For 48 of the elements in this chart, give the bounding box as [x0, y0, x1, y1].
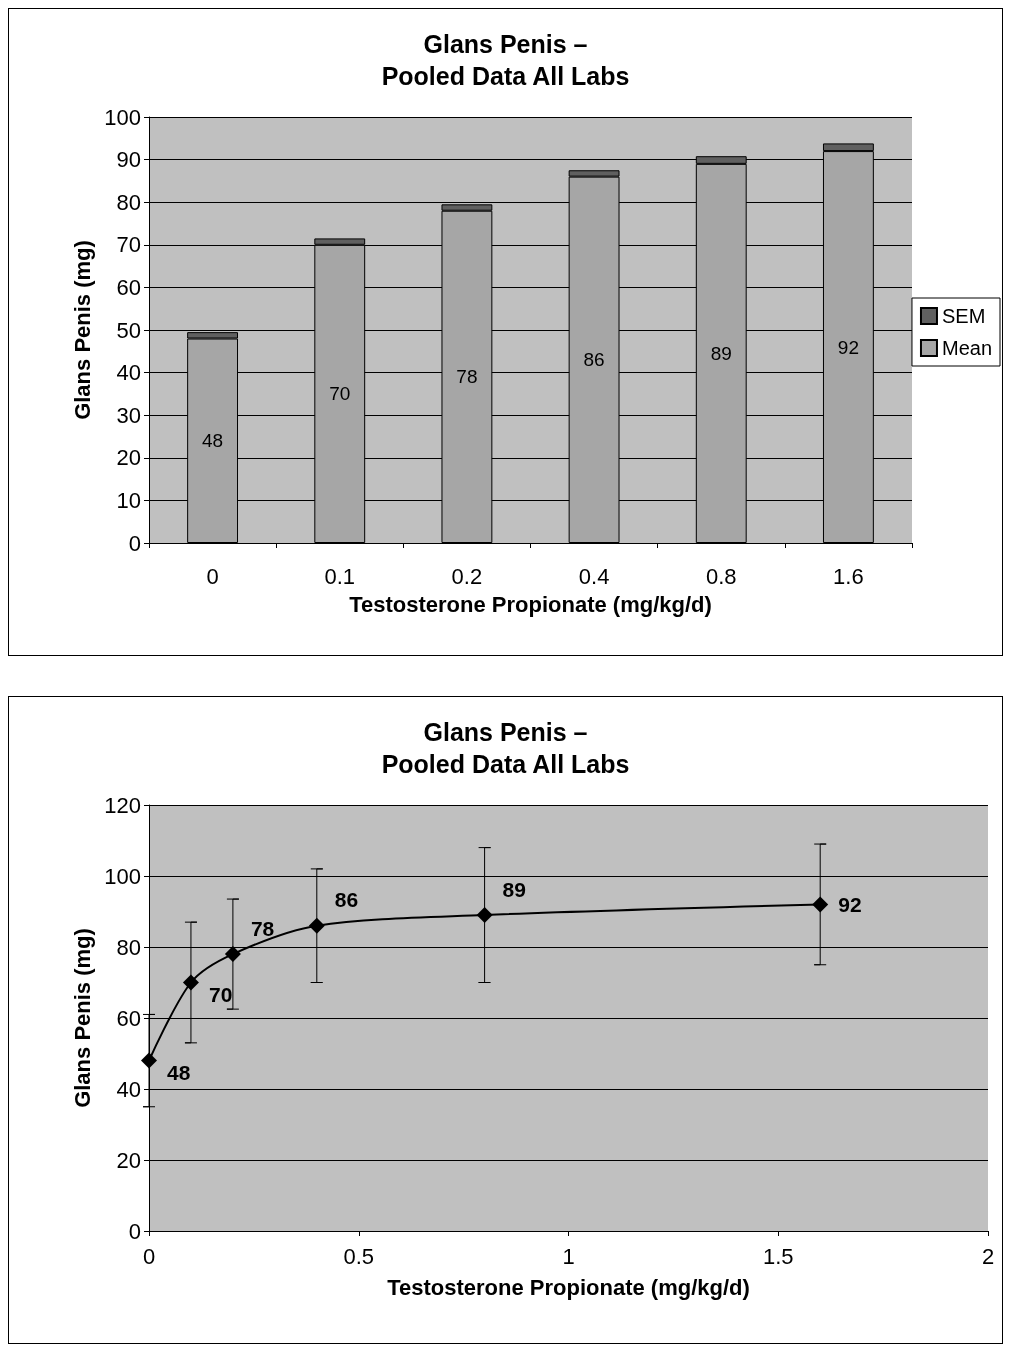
chart-title: Glans Penis – Pooled Data All Labs — [381, 30, 630, 90]
y-tick-label: 70 — [116, 232, 141, 258]
y-tick-label: 50 — [116, 317, 141, 343]
data-label: 92 — [837, 336, 859, 358]
legend-label: SEM — [941, 305, 986, 327]
y-tick-label: 40 — [116, 1076, 141, 1102]
x-tick-label: 0 — [206, 563, 219, 589]
y-tick-label: 10 — [116, 487, 141, 513]
y-tick-label: 40 — [116, 360, 141, 386]
x-tick-label: 0.2 — [451, 563, 483, 589]
x-tick-label: 0.4 — [578, 563, 610, 589]
x-tick-label: 0.5 — [343, 1243, 375, 1269]
x-tick-label: 1.5 — [762, 1243, 794, 1269]
y-axis-title: Glans Penis (mg) — [69, 240, 95, 420]
y-tick-label: 60 — [116, 274, 141, 300]
y-tick-label: 80 — [116, 934, 141, 960]
x-axis-title: Testosterone Propionate (mg/kg/d) — [387, 1274, 750, 1300]
legend-label: Mean — [941, 337, 992, 359]
y-tick-label: 80 — [116, 189, 141, 215]
y-tick-label: 20 — [116, 445, 141, 471]
y-tick-label: 60 — [116, 1005, 141, 1031]
y-tick-label: 100 — [104, 104, 141, 130]
y-tick-label: 30 — [116, 402, 141, 428]
y-tick-label: 120 — [104, 792, 141, 818]
y-axis-title: Glans Penis (mg) — [69, 928, 95, 1108]
x-tick-label: 1 — [562, 1243, 575, 1269]
data-label: 86 — [583, 349, 605, 371]
y-tick-label: 0 — [128, 530, 141, 556]
x-tick-label: 2 — [981, 1243, 995, 1269]
chart-title: Glans Penis – Pooled Data All Labs — [381, 718, 630, 778]
data-label: 78 — [250, 916, 275, 940]
data-label: 78 — [456, 366, 478, 388]
data-label: 86 — [334, 888, 359, 912]
y-tick-label: 20 — [116, 1147, 141, 1173]
data-label: 89 — [710, 342, 732, 364]
y-tick-label: 100 — [104, 863, 141, 889]
data-label: 48 — [202, 430, 224, 452]
data-label: 48 — [167, 1061, 191, 1085]
data-label: 70 — [329, 383, 351, 405]
data-label: 92 — [838, 892, 862, 916]
x-tick-label: 0.1 — [324, 563, 356, 589]
y-tick-label: 90 — [116, 147, 141, 173]
data-label: 89 — [502, 877, 526, 901]
x-axis-title: Testosterone Propionate (mg/kg/d) — [349, 591, 712, 617]
x-tick-label: 1.6 — [833, 563, 864, 589]
data-label: 70 — [208, 983, 233, 1006]
x-tick-label: 0.8 — [705, 563, 737, 589]
y-tick-label: 0 — [128, 1218, 141, 1244]
